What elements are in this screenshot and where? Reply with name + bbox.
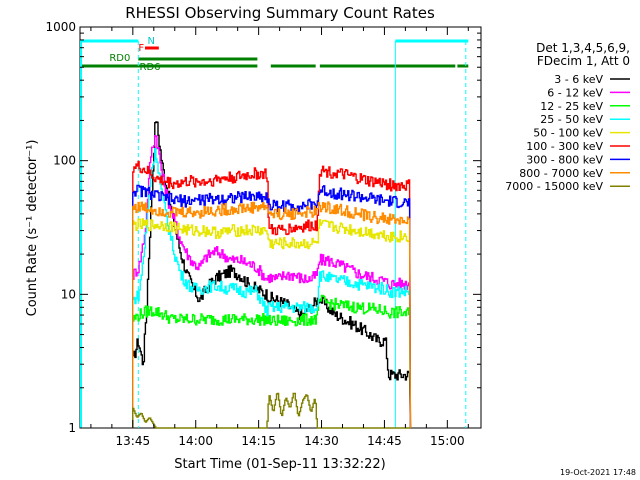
x-axis-label: Start Time (01-Sep-11 13:32:22) (174, 457, 385, 472)
series-line-7000-15000-kev (132, 392, 411, 429)
legend-label-100-300-kev: 100 - 300 keV (526, 140, 603, 153)
series-line-100-300-kev (132, 160, 412, 429)
x-tick-label-2: 14:15 (241, 434, 276, 448)
y-axis-label: Count Rate (s⁻¹ detector⁻¹) (25, 140, 40, 317)
series-layer (132, 121, 412, 429)
x-tick-label-4: 14:45 (367, 434, 402, 448)
night-flag-label: N (148, 36, 155, 47)
legend-label-6-12-kev: 6 - 12 keV (547, 86, 603, 99)
y-tick-label-0: 1 (68, 421, 76, 435)
y-tick-label-3: 1000 (45, 20, 76, 34)
x-tick-label-0: 13:45 (116, 434, 151, 448)
x-tick-label-3: 14:30 (304, 434, 339, 448)
series-line-12-25-kev (132, 294, 412, 429)
legend-header-line-1: Det 1,3,4,5,6,9, (536, 41, 630, 55)
series-line-25-50-kev (132, 147, 412, 429)
x-tick-label-5: 15:00 (430, 434, 465, 448)
rd0-flag-label: RD0 (109, 53, 130, 64)
y-tick-label-1: 10 (61, 287, 76, 301)
axes-layer: 1 10 100 1000 13:45 14:00 14:15 14:30 14:45 15:00 (45, 20, 481, 448)
y-tick-label-2: 100 (53, 154, 76, 168)
legend-label-800-7000-kev: 800 - 7000 keV (519, 167, 603, 180)
x-tick-label-1: 14:00 (178, 434, 213, 448)
legend: Det 1,3,4,5,6,9, FDecim 1, Att 0 3 - 6 k… (505, 41, 630, 193)
legend-label-300-800-kev: 300 - 800 keV (526, 153, 603, 166)
timestamp: 19-Oct-2021 17:48 (560, 468, 636, 477)
legend-label-50-100-kev: 50 - 100 keV (533, 127, 603, 140)
series-line-50-100-kev (132, 218, 412, 429)
series-line-300-800-kev (132, 184, 412, 429)
legend-header-line-2: FDecim 1, Att 0 (537, 54, 630, 68)
legend-label-25-50-kev: 25 - 50 keV (540, 113, 603, 126)
legend-label-7000-15000-kev: 7000 - 15000 keV (505, 180, 603, 193)
rd6-flag-label: RD6 (140, 62, 161, 73)
instrument-flags: FN RD0 RD6 (80, 36, 469, 428)
series-line-6-12-kev (132, 134, 412, 429)
series-line-3-6-kev (132, 121, 412, 429)
legend-label-3-6-kev: 3 - 6 keV (554, 73, 603, 86)
series-line-800-7000-kev (132, 201, 412, 429)
chart-title: RHESSI Observing Summary Count Rates (125, 4, 435, 22)
flare-flag-label: F (138, 43, 144, 54)
legend-label-12-25-kev: 12 - 25 keV (540, 100, 603, 113)
